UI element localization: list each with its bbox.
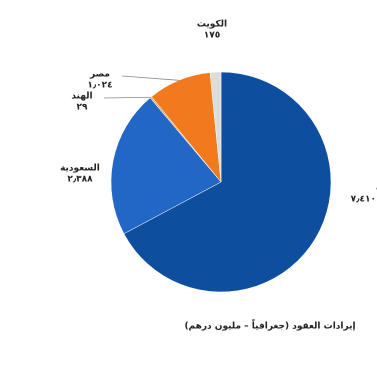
slice-value: ١٧٥ bbox=[204, 31, 220, 41]
slice-value: ١٫٠٢٤ bbox=[87, 81, 112, 91]
leader-line bbox=[121, 75, 180, 81]
leader-line bbox=[103, 96, 151, 99]
slice-value: ٢٫٣٨٨ bbox=[67, 175, 93, 185]
slice-value: ٢٩ bbox=[77, 103, 88, 113]
slice-value: ٧٫٤١٠ bbox=[351, 195, 376, 205]
pie-slice bbox=[209, 71, 222, 183]
slice-label: الهند bbox=[71, 92, 92, 102]
pie-slice bbox=[123, 71, 332, 293]
slice-label: السعودية bbox=[60, 164, 100, 174]
pie-slice bbox=[110, 97, 222, 235]
slice-label: الكويت bbox=[197, 20, 227, 30]
chart-title: إيرادات العقود (جغرافياً – مليون درهم) bbox=[184, 319, 355, 332]
slice-label: مصر bbox=[89, 70, 110, 80]
